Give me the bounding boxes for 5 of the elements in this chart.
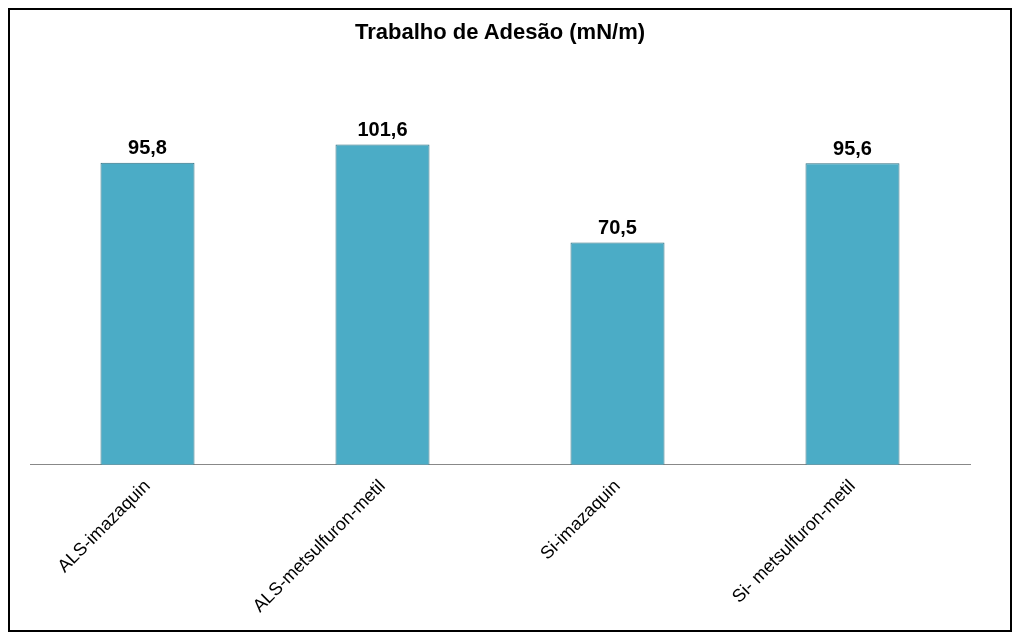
data-label: 101,6	[357, 117, 408, 140]
data-label: 95,8	[128, 136, 167, 159]
data-label: 70,5	[598, 216, 637, 239]
chart-title: Trabalho de Adesão (mN/m)	[354, 19, 646, 45]
data-label: 95,6	[833, 136, 872, 159]
